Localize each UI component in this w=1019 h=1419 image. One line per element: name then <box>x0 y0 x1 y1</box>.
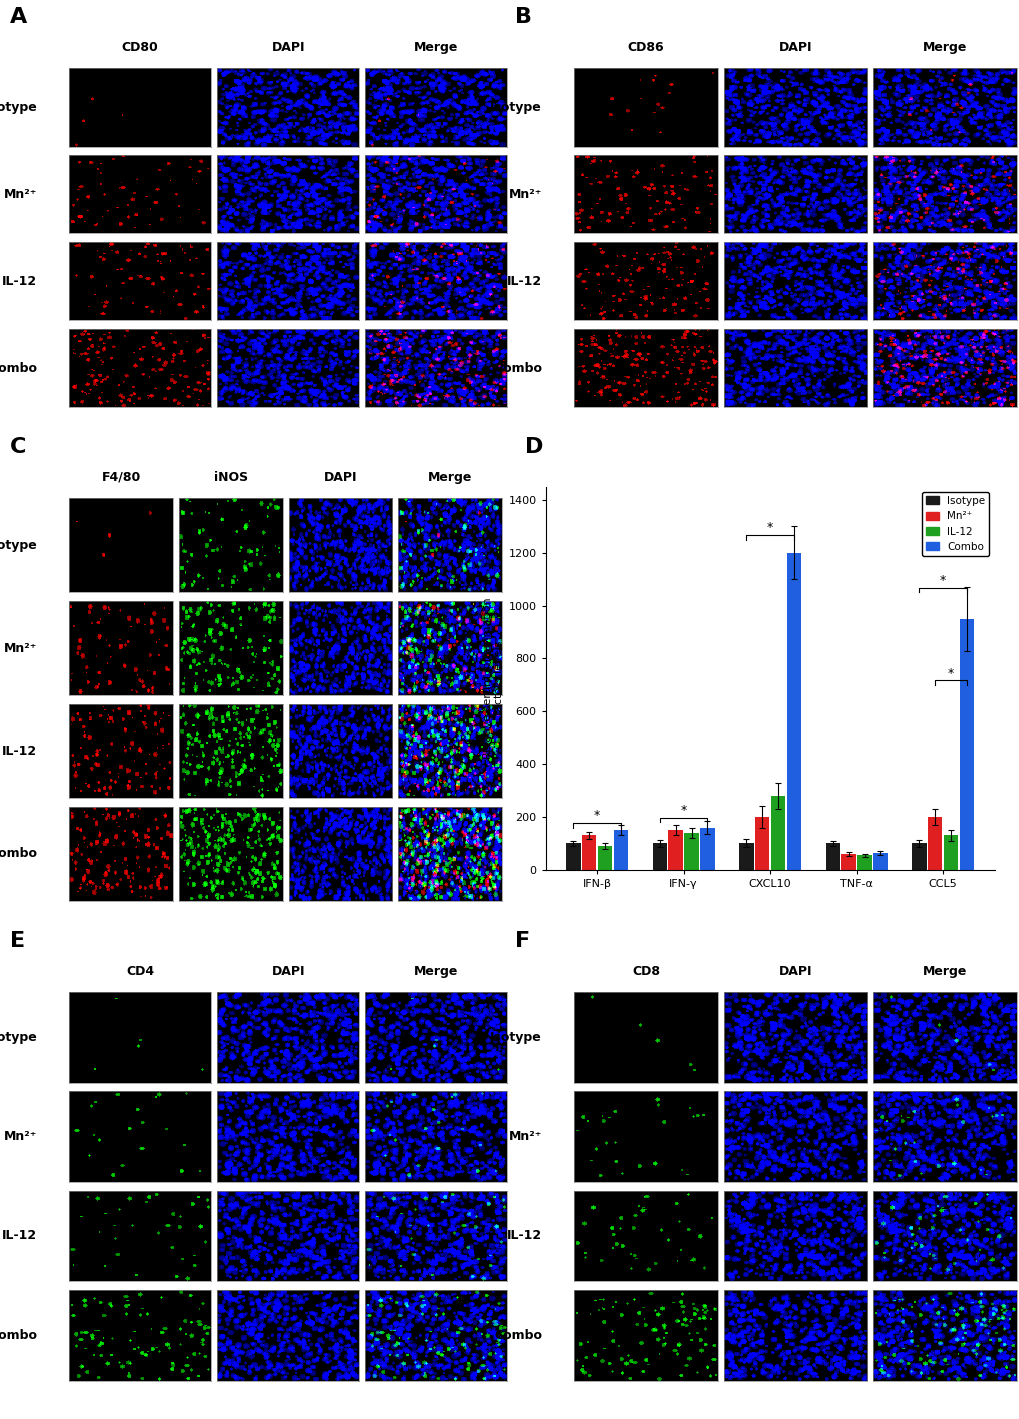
Text: D: D <box>525 437 543 457</box>
Text: CD80: CD80 <box>121 41 159 54</box>
Text: Mn²⁺: Mn²⁺ <box>508 1130 541 1144</box>
Text: *: * <box>947 667 953 680</box>
Text: Merge: Merge <box>427 471 472 484</box>
Text: CD4: CD4 <box>126 965 154 978</box>
Text: IL-12: IL-12 <box>2 275 37 288</box>
Text: F4/80: F4/80 <box>102 471 141 484</box>
Bar <box>959 619 973 870</box>
Text: IL-12: IL-12 <box>2 745 37 758</box>
Text: Isotype: Isotype <box>490 1030 541 1044</box>
Bar <box>739 843 753 870</box>
Text: IL-12: IL-12 <box>2 1229 37 1243</box>
Text: CD8: CD8 <box>632 965 659 978</box>
Text: B: B <box>515 7 532 27</box>
Text: *: * <box>593 809 599 822</box>
Bar <box>613 830 628 870</box>
Text: DAPI: DAPI <box>271 965 305 978</box>
Text: Combo: Combo <box>0 1328 37 1342</box>
Text: DAPI: DAPI <box>323 471 357 484</box>
Bar <box>841 854 855 870</box>
Bar <box>786 553 800 870</box>
Bar <box>667 830 683 870</box>
Text: DAPI: DAPI <box>271 41 305 54</box>
Text: Combo: Combo <box>0 362 37 375</box>
Bar <box>566 843 580 870</box>
Text: Merge: Merge <box>414 41 458 54</box>
Text: *: * <box>940 575 946 587</box>
Text: Merge: Merge <box>414 965 458 978</box>
Bar <box>824 843 840 870</box>
Text: CD86: CD86 <box>627 41 663 54</box>
Text: DAPI: DAPI <box>779 41 811 54</box>
Bar <box>943 836 957 870</box>
Text: Mn²⁺: Mn²⁺ <box>508 187 541 200</box>
Bar <box>597 846 611 870</box>
Bar <box>754 817 768 870</box>
Text: Isotype: Isotype <box>0 1030 37 1044</box>
Bar <box>652 843 666 870</box>
Bar <box>872 853 887 870</box>
Text: Combo: Combo <box>493 362 541 375</box>
Text: Isotype: Isotype <box>0 539 37 552</box>
Bar <box>699 827 714 870</box>
Text: Mn²⁺: Mn²⁺ <box>4 641 37 654</box>
Text: Merge: Merge <box>922 41 966 54</box>
Text: iNOS: iNOS <box>214 471 248 484</box>
Bar <box>582 836 596 870</box>
Text: F: F <box>515 931 530 951</box>
Bar <box>911 843 925 870</box>
Text: IL-12: IL-12 <box>506 275 541 288</box>
Text: *: * <box>680 805 686 817</box>
Bar <box>927 817 942 870</box>
Text: DAPI: DAPI <box>779 965 811 978</box>
Bar <box>856 856 871 870</box>
Bar <box>770 796 785 870</box>
Legend: Isotype, Mn²⁺, IL-12, Combo: Isotype, Mn²⁺, IL-12, Combo <box>921 492 988 556</box>
Y-axis label: Relative serum inflammation
factors levels: Relative serum inflammation factors leve… <box>482 597 503 759</box>
Bar <box>684 833 698 870</box>
Text: *: * <box>766 521 772 535</box>
Text: IL-12: IL-12 <box>506 1229 541 1243</box>
Text: Isotype: Isotype <box>490 101 541 114</box>
Text: Mn²⁺: Mn²⁺ <box>4 187 37 200</box>
Text: Combo: Combo <box>0 847 37 860</box>
Text: Combo: Combo <box>493 1328 541 1342</box>
Text: A: A <box>10 7 28 27</box>
Text: Isotype: Isotype <box>0 101 37 114</box>
Text: E: E <box>10 931 25 951</box>
Text: C: C <box>10 437 26 457</box>
Text: Mn²⁺: Mn²⁺ <box>4 1130 37 1144</box>
Text: Merge: Merge <box>922 965 966 978</box>
